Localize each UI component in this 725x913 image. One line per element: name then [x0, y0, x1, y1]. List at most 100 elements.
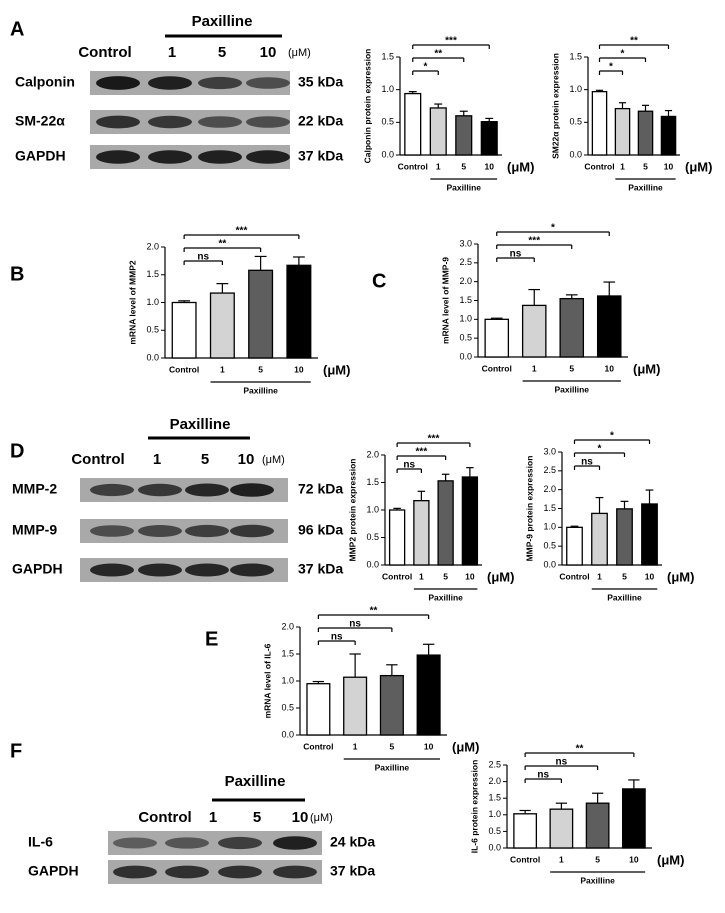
unit-label: (μM): [667, 569, 694, 584]
bar: [549, 808, 574, 849]
significance-label: ***: [528, 236, 540, 247]
y-tick-label: 1.0: [366, 504, 379, 514]
error-bar: [664, 109, 673, 117]
y-tick-label: 0.5: [569, 117, 582, 127]
error-bar: [292, 256, 305, 266]
x-tick-label: 5: [569, 363, 574, 373]
significance-label: ***: [445, 36, 457, 47]
panel-letter: F: [10, 740, 22, 762]
group-label: Paxilline: [580, 875, 615, 885]
significance-label: ns: [556, 757, 568, 768]
significance-bracket: [183, 247, 262, 252]
y-tick-label: 3.0: [459, 238, 472, 248]
blot-band: [138, 483, 182, 497]
error-bar: [408, 91, 417, 94]
y-tick-label: 0.5: [488, 826, 501, 836]
significance-bracket: [183, 260, 223, 265]
x-tick-label: 10: [664, 161, 674, 171]
blot-band: [230, 524, 274, 538]
size-label: 35 kDa: [298, 74, 343, 90]
significance-bracket: [412, 57, 465, 62]
bar: [513, 813, 538, 849]
y-tick-label: 1.0: [281, 675, 294, 685]
y-tick-label: 0.5: [146, 325, 159, 335]
panel-letter: C: [372, 270, 386, 292]
significance-label: *: [610, 431, 614, 442]
y-tick-label: 2.0: [281, 621, 294, 631]
blot-band: [185, 483, 229, 497]
blot-band: [90, 483, 134, 497]
group-label: Paxilline: [607, 592, 642, 602]
blot-band: [198, 150, 242, 164]
significance-bracket: [317, 627, 393, 632]
error-bar: [441, 473, 450, 481]
blot-band: [246, 150, 290, 164]
x-tick-label: 10: [645, 571, 655, 581]
lane-label: 1: [153, 451, 161, 468]
blot-band: [165, 865, 209, 879]
size-label: 96 kDa: [298, 522, 343, 538]
x-tick-label: 1: [220, 364, 225, 374]
y-tick-label: 0.5: [366, 532, 379, 542]
protein-label: GAPDH: [15, 148, 66, 164]
blot-band: [148, 150, 192, 164]
error-bar: [645, 489, 654, 504]
x-tick-label: 5: [622, 571, 627, 581]
y-axis-label: mRNA level of IL-6: [262, 643, 272, 718]
bar: [559, 297, 585, 358]
group-label: Paxilline: [447, 182, 482, 192]
bar: [621, 788, 646, 849]
panel-letter: B: [10, 263, 24, 285]
bar: [660, 115, 677, 156]
y-axis-label: mRNA level of MMP-9: [440, 257, 450, 344]
y-axis-label: IL-6 protein expression: [469, 760, 479, 854]
protein-label: SM-22α: [15, 113, 65, 129]
blot-band: [246, 77, 290, 89]
significance-label: ns: [537, 770, 549, 781]
y-tick-label: 2.0: [543, 484, 556, 494]
blot-band: [198, 76, 242, 90]
unit-label: (μM): [323, 362, 350, 377]
y-tick-label: 0.0: [281, 729, 294, 739]
lane-label: 1: [168, 44, 176, 61]
blot-band: [198, 116, 242, 128]
significance-bracket: [598, 70, 624, 75]
lane-label: 5: [253, 809, 261, 826]
y-tick-label: 1.5: [569, 51, 582, 61]
significance-bracket: [183, 234, 300, 239]
significance-bracket: [317, 640, 356, 645]
significance-label: *: [551, 223, 555, 234]
significance-label: ns: [403, 460, 415, 471]
error-bar: [485, 117, 494, 122]
y-tick-label: 0.0: [366, 559, 379, 569]
unit-label: (μM): [310, 812, 333, 824]
bar: [437, 480, 454, 566]
error-bar: [459, 110, 468, 116]
y-axis-label: SM22α protein expression: [550, 53, 560, 159]
error-bar: [312, 680, 325, 684]
size-label: 37 kDa: [330, 863, 375, 879]
x-tick-label: Control: [169, 364, 199, 374]
error-bar: [386, 664, 398, 676]
x-tick-label: Control: [584, 161, 614, 171]
y-tick-label: 1.5: [488, 793, 501, 803]
unit-label: (μM): [288, 47, 311, 59]
bar: [461, 476, 479, 566]
bar: [286, 264, 312, 359]
lane-label: Control: [71, 451, 124, 468]
bar: [248, 269, 274, 359]
significance-label: **: [434, 49, 442, 60]
error-bar: [641, 104, 650, 112]
x-tick-label: 10: [605, 363, 615, 373]
error-bar: [178, 300, 191, 303]
x-tick-label: 5: [443, 571, 448, 581]
error-bar: [393, 507, 401, 510]
x-tick-label: 10: [629, 854, 639, 864]
y-tick-label: 2.0: [366, 449, 379, 459]
panel-letter: A: [10, 18, 24, 40]
blot-band: [230, 563, 274, 577]
protein-label: IL-6: [28, 834, 53, 850]
blot-band: [165, 837, 209, 849]
unit-label: (μM): [685, 159, 712, 174]
